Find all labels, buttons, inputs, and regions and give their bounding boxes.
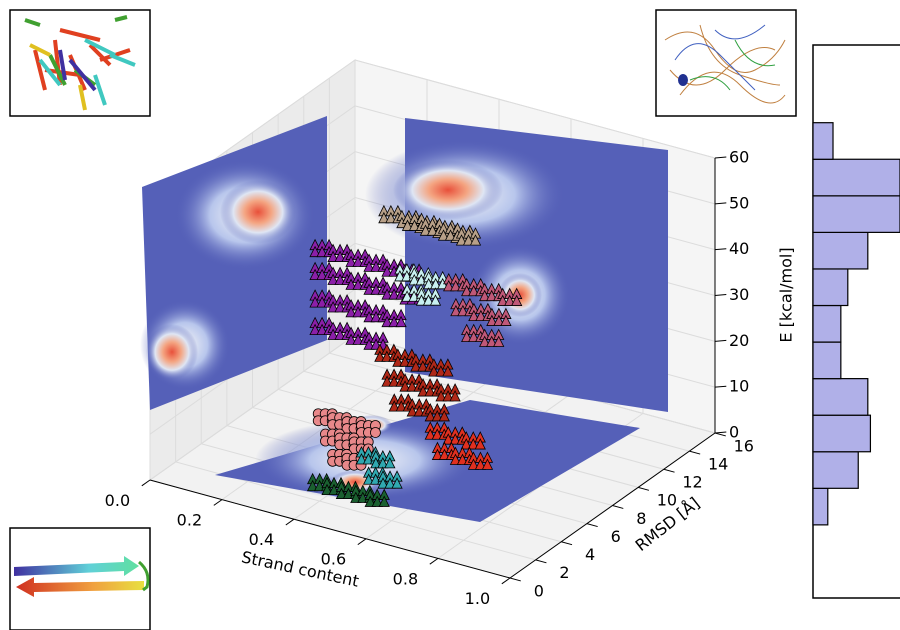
contour-back (365, 118, 668, 412)
z-tick-label: 50 (729, 193, 749, 212)
tick-mark (715, 157, 726, 158)
z-tick-label: 10 (729, 377, 749, 396)
histogram-bar (813, 342, 841, 379)
tick-mark (715, 433, 726, 436)
x-tick-label: 1.0 (465, 589, 490, 608)
y-tick-label: 14 (708, 454, 728, 473)
z-tick-label: 60 (729, 148, 749, 167)
marker (370, 427, 380, 437)
histogram-bar (813, 159, 900, 196)
histogram-bar (813, 123, 833, 160)
z-axis-label: E [kcal/mol] (777, 247, 796, 342)
tick-mark (664, 469, 675, 472)
point-cluster (436, 384, 460, 401)
tick-mark (214, 500, 222, 506)
tick-mark (715, 386, 726, 387)
y-tick-label: 4 (585, 545, 595, 564)
histogram-bar (813, 488, 828, 525)
tick-mark (715, 203, 726, 204)
point-cluster (365, 489, 389, 506)
y-tick-label: 12 (682, 473, 702, 492)
x-tick-label: 0.8 (393, 569, 418, 588)
point-cluster (480, 329, 504, 346)
point-cluster (498, 289, 522, 306)
x-tick-label: 0.2 (177, 511, 202, 530)
point-cluster (382, 310, 406, 327)
tick-mark (715, 295, 726, 296)
inset-top-right (656, 10, 796, 116)
point-cluster (378, 471, 402, 488)
x-tick-label: 0.4 (249, 530, 274, 549)
y-tick-label: 0 (534, 581, 544, 600)
histogram-bar (813, 379, 868, 416)
tick-mark (613, 506, 624, 509)
z-tick-label: 40 (729, 239, 749, 258)
inset-bottom-left (10, 528, 150, 630)
tick-mark (561, 542, 572, 545)
histogram-bar (813, 196, 900, 233)
x-tick-label: 0.0 (105, 491, 130, 510)
point-cluster (487, 309, 511, 326)
y-tick-label: 2 (559, 563, 569, 582)
tick-mark (638, 487, 649, 490)
z-tick-label: 0 (729, 423, 739, 442)
tick-mark (502, 578, 510, 584)
point-cluster (468, 452, 492, 469)
point-cluster (356, 420, 380, 437)
point-cluster (457, 228, 481, 245)
histogram-bar (813, 415, 870, 452)
tick-mark (715, 432, 726, 433)
histogram-bar (813, 452, 858, 489)
histogram-bar (813, 269, 848, 306)
tick-mark (510, 578, 521, 581)
histogram-bar (813, 232, 868, 269)
z-tick-label: 20 (729, 331, 749, 350)
z-tick-label: 30 (729, 285, 749, 304)
point-cluster (424, 272, 448, 289)
tick-mark (587, 524, 598, 527)
figure: 0.00.20.40.60.81.00246810121416010203040… (0, 0, 900, 630)
point-cluster (461, 432, 485, 449)
tick-mark (286, 519, 294, 525)
tick-mark (430, 558, 438, 564)
y-tick-label: 8 (636, 509, 646, 528)
tick-mark (358, 539, 366, 545)
tick-mark (142, 480, 150, 486)
point-cluster (364, 332, 388, 349)
point-cluster (416, 288, 440, 305)
point-cluster (425, 404, 449, 421)
histogram-bar (813, 306, 841, 343)
inset-top-left (10, 10, 150, 116)
tick-mark (715, 249, 726, 250)
tick-mark (715, 340, 726, 341)
y-tick-label: 6 (611, 527, 621, 546)
tick-mark (536, 560, 547, 563)
point-cluster (371, 451, 395, 468)
point-cluster (429, 359, 453, 376)
tick-mark (689, 451, 700, 454)
histogram (813, 45, 900, 598)
